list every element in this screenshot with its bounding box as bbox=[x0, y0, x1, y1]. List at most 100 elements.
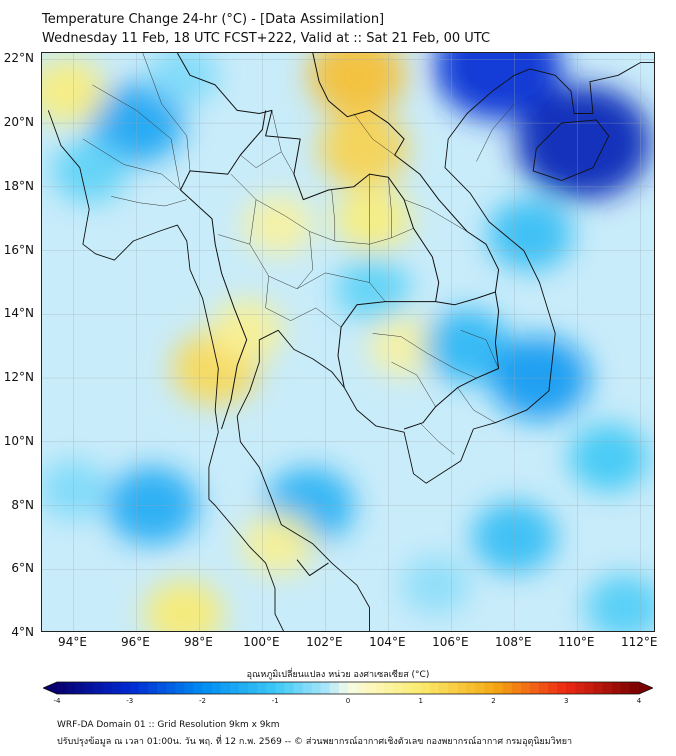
lon-tick-label: 100°E bbox=[243, 635, 280, 649]
colorbar-cell bbox=[511, 682, 522, 694]
lat-tick-label: 22°N bbox=[3, 51, 34, 66]
colorbar-cell bbox=[384, 682, 394, 694]
colorbar-cell bbox=[320, 682, 331, 694]
colorbar-cell bbox=[429, 682, 440, 694]
colorbar-cell bbox=[157, 682, 167, 694]
country-borders bbox=[176, 53, 500, 577]
coast-line-0 bbox=[47, 110, 285, 631]
colorbar-cell bbox=[548, 682, 558, 694]
field-anomaly-13 bbox=[515, 85, 652, 200]
colorbar-cell bbox=[393, 682, 403, 694]
border-line-3 bbox=[403, 291, 500, 430]
footer-credit: ปรับปรุงข้อมูล ณ เวลา 01:00น. วัน พฤ. ที… bbox=[57, 737, 573, 747]
colorbar-cell bbox=[420, 682, 431, 694]
colorbar-cell bbox=[602, 682, 613, 694]
field-anomaly-21 bbox=[568, 423, 649, 492]
colorbar-cell bbox=[211, 682, 222, 694]
colorbar-cell bbox=[348, 682, 358, 694]
border-line-0 bbox=[176, 53, 440, 388]
colorbar-cell bbox=[375, 682, 385, 694]
province-line-12 bbox=[404, 199, 468, 232]
lon-tick-label: 102°E bbox=[306, 635, 343, 649]
colorbar-cell bbox=[293, 682, 303, 694]
colorbar-cell bbox=[493, 682, 503, 694]
lon-tick-label: 94°E bbox=[58, 635, 87, 649]
province-line-20 bbox=[419, 422, 455, 455]
lat-tick-label: 16°N bbox=[3, 242, 34, 257]
colorbar-cell bbox=[611, 682, 622, 694]
colorbar-cell bbox=[575, 682, 585, 694]
colorbar-cell bbox=[566, 682, 576, 694]
colorbar-cell bbox=[120, 682, 131, 694]
colorbar-cell bbox=[238, 682, 249, 694]
colorbar-cell bbox=[402, 682, 413, 694]
colorbar-cell bbox=[620, 682, 631, 694]
border-line-2 bbox=[312, 53, 500, 293]
province-line-6 bbox=[331, 189, 336, 241]
province-line-10 bbox=[218, 234, 250, 245]
field-anomaly-5 bbox=[318, 110, 408, 187]
field-anomaly-1 bbox=[51, 138, 127, 203]
lon-tick-label: 112°E bbox=[621, 635, 658, 649]
colorbar-cell bbox=[257, 682, 267, 694]
field-anomaly-11 bbox=[335, 256, 411, 321]
lon-tick-label: 106°E bbox=[432, 635, 469, 649]
colorbar-cell bbox=[193, 682, 203, 694]
colorbar-cell bbox=[102, 682, 112, 694]
province-line-2 bbox=[265, 276, 342, 328]
colorbar-cell bbox=[448, 682, 458, 694]
province-line-1 bbox=[249, 199, 370, 290]
colorbar-cell bbox=[229, 682, 240, 694]
lon-tick-label: 96°E bbox=[121, 635, 150, 649]
province-line-11 bbox=[353, 113, 395, 156]
lon-tick-label: 110°E bbox=[558, 635, 595, 649]
colorbar-cell bbox=[475, 682, 485, 694]
colorbar-cell bbox=[284, 682, 294, 694]
coastline bbox=[47, 62, 654, 631]
province-line-17 bbox=[425, 352, 477, 379]
map-title: Temperature Change 24-hr (°C) - [Data As… bbox=[42, 12, 385, 27]
field-anomaly-3 bbox=[148, 53, 219, 106]
colorbar-cell bbox=[93, 682, 103, 694]
colorbar-tick-label: -4 bbox=[53, 697, 61, 705]
colorbar bbox=[41, 680, 655, 695]
colorbar-cell bbox=[302, 682, 313, 694]
colorbar-cell bbox=[357, 682, 367, 694]
map-subtitle: Wednesday 11 Feb, 18 UTC FCST+222, Valid… bbox=[42, 31, 491, 46]
colorbar-extend-low bbox=[43, 682, 57, 694]
map-panel[interactable] bbox=[41, 52, 655, 632]
field-anomaly-15 bbox=[423, 309, 511, 384]
colorbar-cell bbox=[329, 682, 340, 694]
colorbar-cell bbox=[457, 682, 467, 694]
colorbar-cell bbox=[411, 682, 422, 694]
colorbar-cell bbox=[311, 682, 322, 694]
colorbar-cell bbox=[275, 682, 285, 694]
field-anomaly-22 bbox=[241, 512, 315, 575]
lat-tick-label: 14°N bbox=[3, 306, 34, 321]
colorbar-tick-label: -2 bbox=[199, 697, 206, 705]
coast-line-2 bbox=[532, 119, 610, 181]
colorbar-cell bbox=[266, 682, 276, 694]
province-line-23 bbox=[476, 103, 515, 162]
lon-tick-label: 108°E bbox=[495, 635, 532, 649]
field-anomaly-25 bbox=[401, 556, 470, 615]
province-line-14 bbox=[92, 84, 181, 191]
colorbar-cell bbox=[484, 682, 494, 694]
colorbar-cell bbox=[111, 682, 122, 694]
lat-tick-label: 8°N bbox=[11, 497, 34, 512]
colorbar-cell bbox=[584, 682, 594, 694]
colorbar-cell bbox=[366, 682, 376, 694]
colorbar-cell bbox=[66, 682, 76, 694]
lat-tick-label: 6°N bbox=[11, 561, 34, 576]
colorbar-cell bbox=[138, 682, 149, 694]
province-line-22 bbox=[460, 330, 499, 369]
colorbar-cell bbox=[557, 682, 567, 694]
colorbar-tick-label: 0 bbox=[345, 697, 351, 705]
colorbar-cell bbox=[57, 682, 67, 694]
colorbar-extend-high bbox=[639, 682, 653, 694]
colorbar-cell bbox=[247, 682, 258, 694]
colorbar-tick-label: 3 bbox=[564, 697, 569, 705]
colorbar-cell bbox=[520, 682, 531, 694]
colorbar-cell bbox=[147, 682, 158, 694]
province-line-16 bbox=[111, 196, 187, 207]
